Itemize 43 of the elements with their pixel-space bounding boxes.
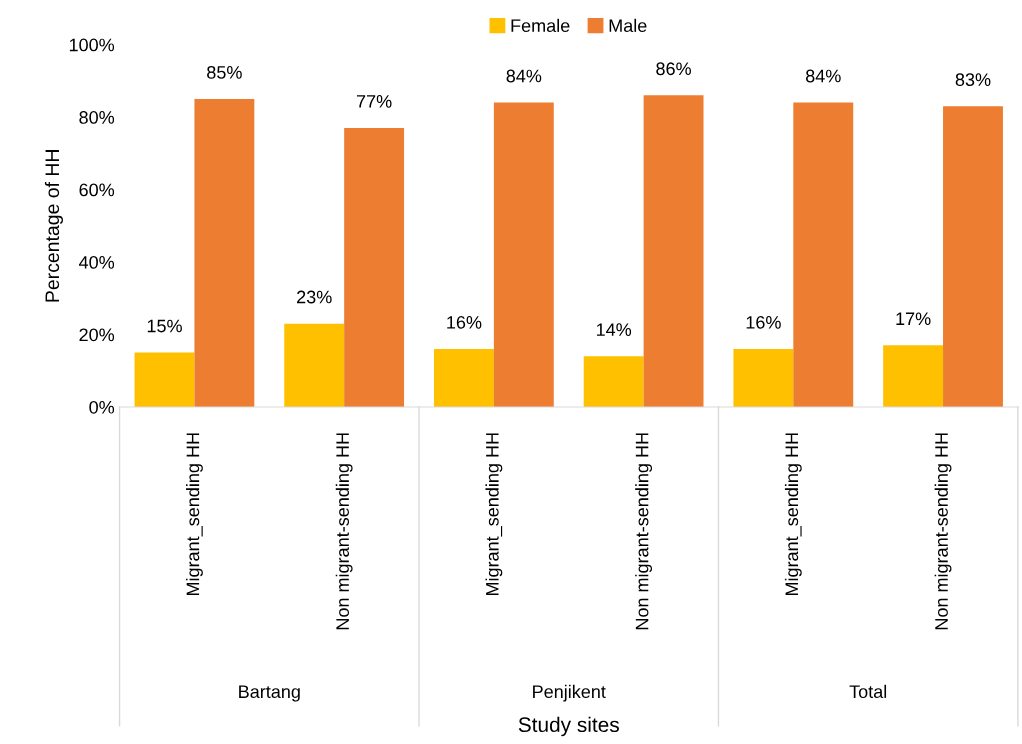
bar [284,323,345,407]
data-label: 83% [955,73,991,86]
bar [943,106,1003,407]
data-label: 15% [147,319,182,333]
y-tick-label: 0% [89,400,115,414]
bar [134,352,195,407]
y-tick-label: 80% [79,111,115,124]
y-axis-title: Percentage of HH [44,150,63,302]
x-axis-title: Study sites [518,716,619,737]
y-tick-label: 100% [69,38,115,52]
data-label: 16% [447,315,482,329]
data-label: 23% [297,290,332,304]
data-label: 84% [506,69,542,83]
bar [344,127,405,407]
data-label: 77% [356,95,392,108]
text: Total [849,684,887,699]
bar [643,95,704,407]
bar [793,102,854,407]
data-label: 17% [896,312,931,326]
legend-label: Male [609,18,647,33]
x-tick-label: Migrant_sending HH [784,433,802,596]
y-tick-label: 40% [78,255,115,269]
bar [883,345,944,407]
data-label: 16% [746,315,781,329]
y-tick-label: 60% [79,183,115,197]
x-tick-label: Non migrant-sending HH [934,433,952,630]
data-label: 86% [656,62,691,76]
x-tick-label: Non migrant-sending HH [335,433,353,630]
bar [733,349,794,407]
bar [583,356,644,407]
legend-label: Female [511,18,570,33]
text: Penjikent [533,684,606,702]
data-label: 85% [207,65,242,79]
data-label: 14% [596,323,632,336]
x-tick-label: Non migrant-sending HH [635,433,653,630]
bar [493,102,554,407]
bar [194,98,255,407]
text: Bartang [239,685,300,702]
y-tick-label: 20% [79,328,115,342]
x-tick-label: Migrant_sending HH [485,433,503,596]
bar [433,349,494,407]
x-tick-label: Migrant_sending HH [186,433,203,596]
data-label: 84% [805,69,841,83]
